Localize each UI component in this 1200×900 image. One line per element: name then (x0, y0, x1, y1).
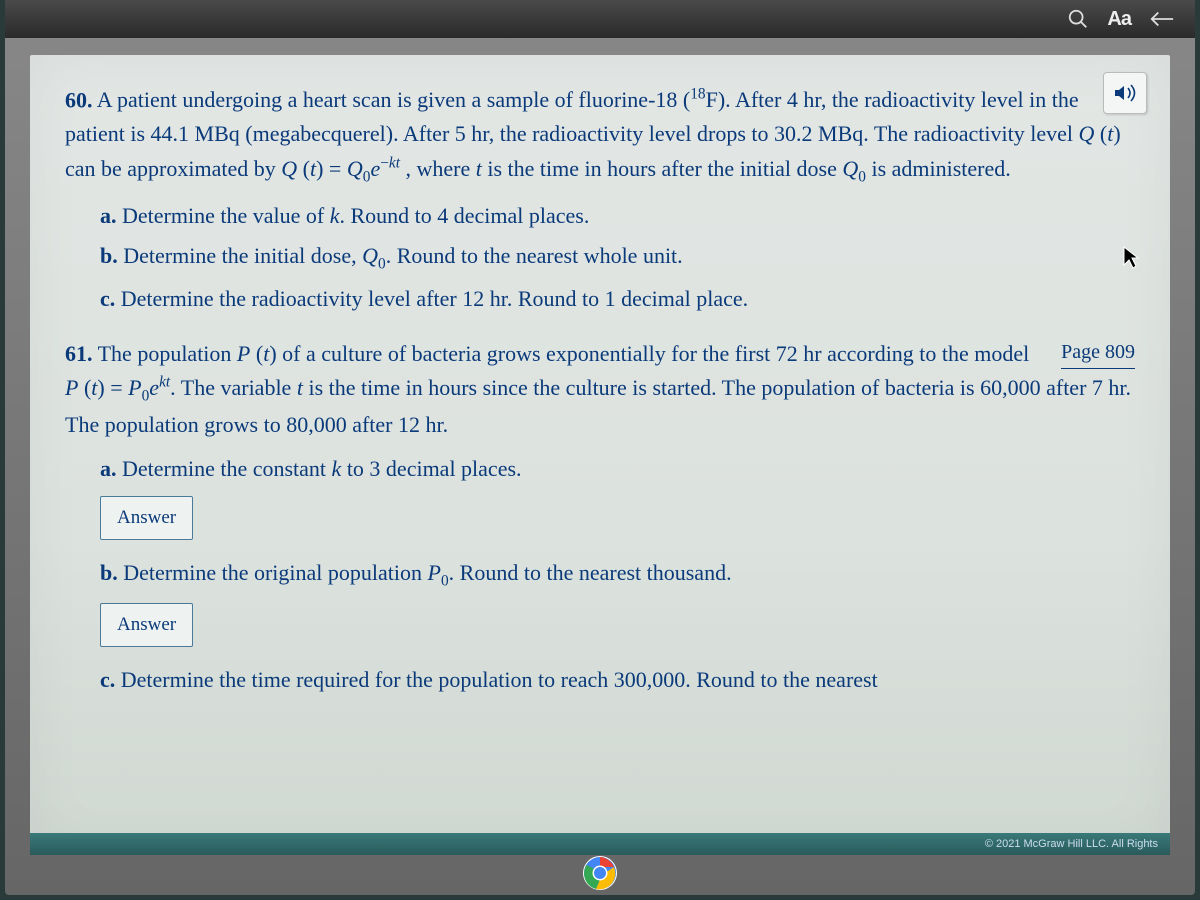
answer-toggle-button[interactable]: Answer (100, 496, 193, 539)
subpart-b: b. Determine the original population P0.… (100, 556, 1135, 593)
subpart-a: a. Determine the value of k. Round to 4 … (100, 199, 1135, 233)
subpart-text: Determine the time required for the popu… (121, 667, 878, 692)
footer-bar: © 2021 McGraw Hill LLC. All Rights (30, 833, 1170, 855)
problem-body: The population P (t) of a culture of bac… (65, 341, 1131, 438)
subpart-label: a. (100, 456, 117, 481)
subpart-text: Determine the value of k. Round to 4 dec… (122, 203, 589, 228)
problem-body: A patient undergoing a heart scan is giv… (65, 87, 1121, 181)
app-frame: Aa 60. A patient undergoing a heart scan… (5, 0, 1195, 895)
page-reference-link[interactable]: Page 809 (1061, 337, 1135, 369)
subpart-label: c. (100, 667, 115, 692)
problem-number: 61. (65, 341, 93, 366)
problem-number: 60. (65, 87, 93, 112)
copyright-text: © 2021 McGraw Hill LLC. All Rights (985, 838, 1158, 850)
chrome-browser-icon[interactable] (582, 855, 618, 891)
back-arrow-icon[interactable] (1149, 9, 1175, 29)
subpart-c: c. Determine the time required for the p… (100, 663, 1135, 697)
subpart-c: c. Determine the radioactivity level aft… (100, 282, 1135, 316)
reader-toolbar: Aa (5, 0, 1195, 38)
font-size-button[interactable]: Aa (1107, 8, 1131, 31)
subpart-label: a. (100, 203, 117, 228)
subpart-text: Determine the initial dose, Q0. Round to… (123, 243, 682, 268)
subpart-b: b. Determine the initial dose, Q0. Round… (100, 239, 1135, 276)
subpart-label: c. (100, 286, 115, 311)
subpart-label: b. (100, 560, 118, 585)
subpart-text: Determine the original population P0. Ro… (123, 560, 731, 585)
page-content: 60. A patient undergoing a heart scan is… (30, 55, 1170, 855)
subpart-label: b. (100, 243, 118, 268)
search-icon[interactable] (1067, 8, 1089, 30)
cursor-icon (1122, 245, 1140, 276)
subpart-text: Determine the radioactivity level after … (121, 286, 748, 311)
read-aloud-button[interactable] (1103, 72, 1147, 114)
subpart-a: a. Determine the constant k to 3 decimal… (100, 452, 1135, 486)
answer-toggle-button[interactable]: Answer (100, 603, 193, 646)
problem-60: 60. A patient undergoing a heart scan is… (65, 83, 1135, 317)
subpart-text: Determine the constant k to 3 decimal pl… (122, 456, 522, 481)
problem-61: Page 809 61. The population P (t) of a c… (65, 337, 1135, 697)
